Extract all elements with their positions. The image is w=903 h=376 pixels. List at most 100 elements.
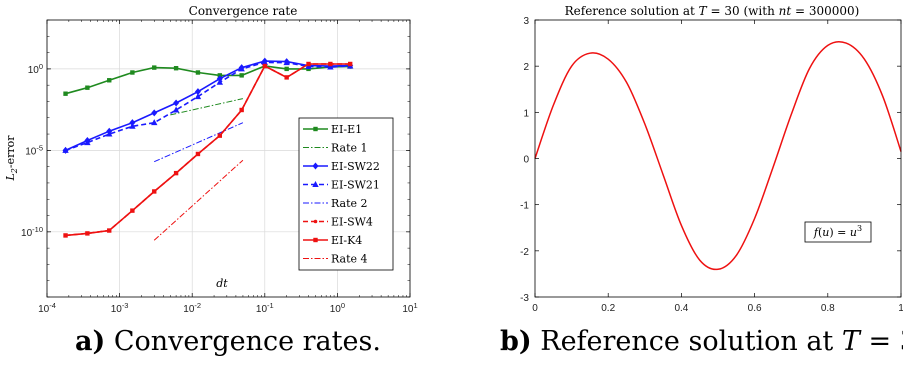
data-point [173, 99, 180, 107]
legend-label: EI-SW22 [331, 160, 380, 173]
y-tick-label: -1 [520, 201, 529, 212]
chart-b-title: Reference solution at T = 30 (with nt = … [565, 4, 860, 18]
data-point [239, 107, 244, 113]
chart-a-series [62, 57, 354, 241]
y-tick-label: 2 [523, 62, 529, 73]
x-tick-label: 1 [898, 303, 903, 314]
legend-label: EI-SW4 [331, 216, 373, 229]
series-line [65, 63, 351, 237]
chart-a-ylabel: L2-error [4, 135, 19, 182]
data-point [129, 119, 136, 127]
x-tick-label: 10-4 [38, 301, 56, 315]
data-point [195, 151, 201, 157]
data-point [85, 85, 90, 90]
y-tick-label: 10-5 [25, 143, 43, 157]
legend-label: EI-E1 [331, 123, 362, 136]
series-line [170, 98, 244, 116]
legend-entry: EI-SW4 [303, 216, 373, 229]
legend-entry: Rate 1 [303, 142, 368, 155]
data-point [239, 73, 244, 78]
figure: Convergence rate 10-4 10-3 10-2 10-1 100 1011… [4, 4, 903, 315]
data-point [84, 139, 91, 146]
legend-label: Rate 4 [331, 253, 368, 266]
legend-entry: EI-E1 [303, 123, 362, 136]
data-point [194, 88, 201, 96]
data-point [106, 130, 113, 137]
data-point [130, 70, 135, 75]
x-tick-label: 0.8 [821, 303, 835, 314]
x-tick-label: 10-1 [256, 301, 274, 315]
data-point [195, 70, 201, 75]
y-tick-label: 1 [523, 108, 529, 119]
chart-a-xlabel: dt [216, 277, 228, 290]
series-rate-4 [153, 159, 244, 241]
legend-marker [313, 126, 318, 132]
annotation-box: f(u) = u3 [804, 221, 872, 243]
x-tick-label: 0 [532, 303, 538, 314]
y-tick-label: -2 [520, 247, 529, 258]
legend-marker [313, 237, 318, 243]
data-point [152, 65, 157, 70]
data-point [347, 61, 353, 67]
legend-entry: EI-SW21 [303, 179, 380, 192]
x-tick-label: 100 [330, 301, 345, 315]
caption-b: b) Reference solution at T = 3 [500, 326, 903, 357]
chart-b-ticks: 0 0.2 0.4 0.6 0.8 1 -3 -2 -1 0 1 2 3 [520, 16, 903, 314]
data-point [284, 66, 289, 72]
data-point [151, 119, 158, 126]
chart-b-series [534, 40, 902, 271]
y-tick-label: -3 [520, 293, 529, 304]
x-tick-label: 101 [402, 301, 417, 315]
series-rate-1 [170, 98, 244, 116]
y-tick-label: 10-10 [21, 225, 43, 239]
legend-entry: Rate 2 [303, 197, 368, 210]
legend-label: EI-SW21 [331, 179, 380, 192]
series-rate-2 [153, 122, 244, 163]
data-point [173, 170, 179, 176]
y-tick-label: 100 [28, 62, 43, 76]
chart-a-ticks: 10-4 10-3 10-2 10-1 100 101 10-10 10-5 100 [21, 19, 418, 315]
data-point [129, 122, 136, 129]
legend-label: Rate 1 [331, 142, 368, 155]
data-point [327, 63, 334, 70]
x-tick-label: 0.4 [674, 303, 688, 314]
data-point [63, 91, 68, 96]
x-tick-label: 0.2 [601, 303, 615, 314]
data-point [63, 233, 68, 238]
series-line [153, 159, 244, 241]
data-point [261, 58, 268, 65]
legend-marker [313, 219, 318, 224]
data-point [328, 61, 333, 67]
series-line [153, 122, 244, 163]
x-tick-label: 0.6 [748, 303, 762, 314]
legend-entry: EI-K4 [303, 234, 362, 247]
data-point [151, 109, 158, 117]
series-ei-k4 [63, 61, 353, 238]
legend-box [298, 117, 394, 271]
chart-b-frame [534, 19, 902, 298]
y-tick-label: 3 [523, 16, 529, 27]
data-point [107, 78, 112, 83]
x-tick-label: 10-3 [111, 301, 129, 315]
data-point [173, 66, 179, 71]
series-line [65, 65, 351, 95]
data-point [85, 231, 90, 236]
legend-marker [312, 162, 319, 170]
legend-label: Rate 2 [331, 197, 368, 210]
data-point [172, 106, 180, 113]
annotation-text: f(u) = u3 [813, 224, 862, 239]
series-line [65, 60, 351, 152]
caption-a: a) Convergence rates. [75, 326, 381, 357]
data-point [284, 75, 289, 80]
legend-marker [312, 181, 319, 187]
y-tick-label: 0 [523, 155, 529, 166]
data-point [283, 59, 290, 66]
legend-entry: Rate 4 [303, 253, 368, 266]
chart-a-legend: EI-E1 Rate 1 EI-SW22 EI-SW21 Rate 2 EI-SW4 EI-… [298, 117, 394, 271]
x-tick-label: 10-2 [183, 301, 201, 315]
data-point [130, 208, 135, 213]
data-point [194, 93, 202, 100]
data-point [262, 63, 267, 69]
data-point [238, 65, 245, 72]
legend-label: EI-K4 [331, 234, 362, 247]
